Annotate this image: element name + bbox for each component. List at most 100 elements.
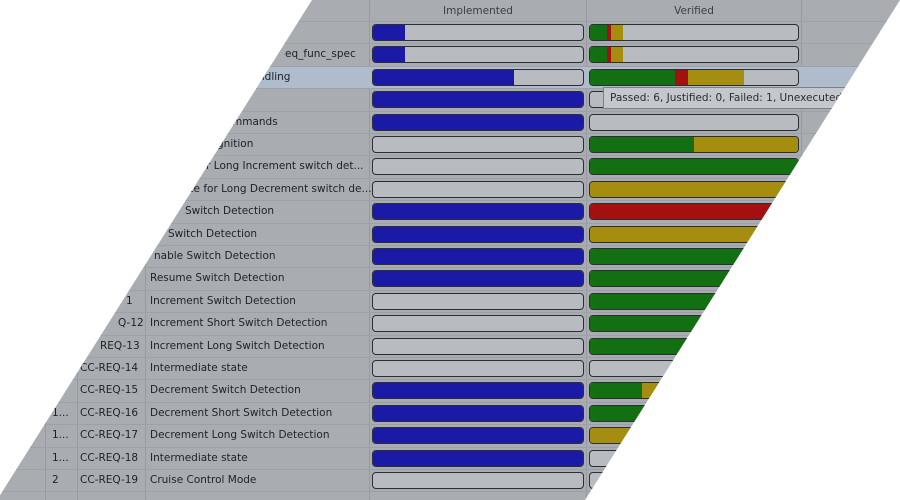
implemented-fill [373, 226, 583, 242]
row-divider [0, 132, 900, 134]
requirement-id: REQ-13 [100, 339, 140, 352]
row-divider [0, 356, 900, 358]
row-divider [0, 312, 900, 314]
requirement-name: Decrement Short Switch Detection [150, 406, 333, 419]
requirement-name: Switch Detection [185, 205, 275, 218]
table-row[interactable]: gnition [0, 134, 900, 157]
verified-bar [589, 113, 799, 131]
verified-fill [590, 25, 607, 40]
verified-fill [606, 47, 611, 63]
implemented-bar [372, 248, 584, 265]
implemented-bar [372, 337, 584, 355]
table-row[interactable]: Switch Detection [0, 224, 900, 246]
verified-bar [589, 337, 799, 355]
table-row[interactable]: Switch Detection [0, 201, 900, 224]
verified-fill [590, 69, 676, 85]
verified-bar [589, 270, 799, 288]
row-divider [0, 244, 900, 246]
row-number: 2 [52, 474, 59, 486]
verified-bar [589, 136, 799, 153]
implemented-bar [372, 136, 584, 153]
verified-bar [589, 180, 799, 198]
requirement-name: Resume Switch Detection [150, 272, 285, 285]
row-divider [0, 200, 900, 202]
row-divider [0, 379, 900, 381]
requirement-name: nable Switch Detection [154, 250, 276, 262]
table-row[interactable]: mmands [0, 112, 900, 134]
verified-bar [589, 225, 799, 243]
table-row[interactable]: ate for Long Decrement switch de... [0, 179, 900, 202]
row-divider [0, 446, 900, 448]
verified-bar [589, 68, 799, 86]
table-row[interactable] [0, 22, 900, 45]
table-row[interactable]: ndling [0, 66, 900, 90]
implemented-fill [373, 271, 583, 287]
implemented-bar [372, 46, 584, 64]
implemented-bar [372, 113, 584, 131]
requirement-id: CC-REQ-15 [80, 384, 139, 397]
requirement-name: eq_func_spec [285, 48, 356, 61]
row-divider [0, 65, 900, 67]
table-row[interactable]: CC-REQ-15 Decrement Switch Detection [0, 380, 900, 403]
row-divider [0, 222, 900, 224]
implemented-bar [372, 270, 584, 288]
row-divider [0, 468, 900, 470]
requirement-id: 1 [126, 294, 133, 307]
requirement-name: Switch Detection [168, 227, 258, 240]
verified-bar [589, 360, 799, 377]
implemented-fill [373, 114, 583, 130]
table-row[interactable]: REQ-13 Increment Long Switch Detection [0, 336, 900, 358]
verified-fill [590, 428, 798, 444]
row-divider [0, 43, 900, 45]
row-number: 1... [52, 406, 69, 419]
row-number: 1... [52, 429, 69, 442]
requirement-name: Intermediate state [150, 451, 248, 464]
table-row[interactable]: 1 Increment Switch Detection [0, 291, 900, 314]
table-row[interactable]: 1... CC-REQ-18 Intermediate state [0, 448, 900, 470]
row-divider [0, 289, 900, 291]
implemented-fill [373, 92, 583, 108]
row-divider [0, 424, 900, 426]
requirement-id: CC-REQ-16 [80, 406, 139, 419]
table-row[interactable]: Q-12 Increment Short Switch Detection [0, 313, 900, 336]
table-row[interactable]: 1... CC-REQ-17 Decrement Long Switch Detec… [0, 425, 900, 448]
implemented-bar [372, 427, 584, 445]
verified-fill [590, 181, 798, 197]
verified-fill [590, 383, 642, 399]
implemented-fill [373, 450, 583, 466]
row-divider [0, 267, 900, 269]
table-row[interactable]: eq_func_spec [0, 44, 900, 67]
verified-bar [589, 46, 799, 64]
implemented-bar [372, 449, 584, 467]
column-header[interactable]: Verified [674, 5, 714, 17]
verified-bar [589, 404, 799, 422]
requirement-id: CC-REQ-14 [80, 362, 139, 374]
implemented-bar [372, 382, 584, 400]
verified-bar [589, 315, 799, 333]
implemented-bar [372, 68, 584, 86]
table-row[interactable]: for Long Increment switch det... [0, 156, 900, 179]
tooltip: Passed: 6, Justified: 0, Failed: 1, Unex… [603, 87, 863, 109]
verified-bar [589, 248, 799, 265]
verified-fill [590, 338, 798, 354]
implemented-bar [372, 180, 584, 198]
table-row[interactable]: 2 CC-REQ-19 Cruise Control Mode [0, 470, 900, 493]
requirement-name: Decrement Switch Detection [150, 384, 301, 397]
column-header[interactable]: Implemented [443, 5, 513, 17]
row-number: 1... [52, 451, 69, 464]
verified-fill [590, 249, 798, 264]
table-row[interactable]: nable Switch Detection [0, 246, 900, 269]
requirement-name: Increment Short Switch Detection [150, 317, 328, 330]
implemented-bar [372, 315, 584, 333]
requirement-id: Q-12 [118, 317, 144, 330]
implemented-bar [372, 292, 584, 310]
implemented-fill [373, 47, 405, 63]
requirement-name: gnition [217, 138, 254, 150]
table-row[interactable]: Resume Switch Detection [0, 268, 900, 291]
verified-bar [589, 158, 799, 176]
table-row[interactable]: 1... CC-REQ-16 Decrement Short Switch Dete… [0, 403, 900, 426]
header-divider [0, 21, 900, 22]
table-row[interactable]: CC-REQ-14 Intermediate state [0, 358, 900, 381]
